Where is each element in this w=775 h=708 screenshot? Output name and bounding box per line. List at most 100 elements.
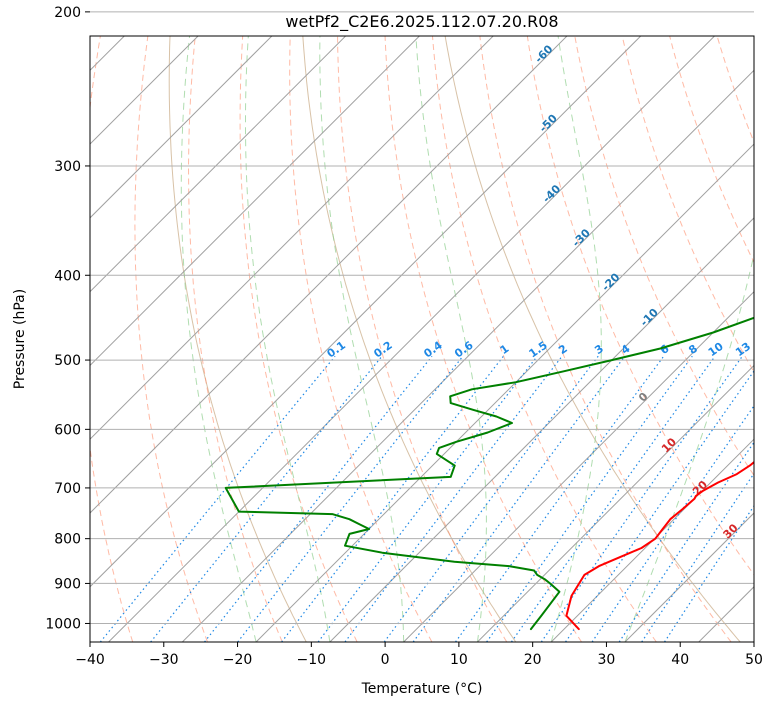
- mixing-ratio-line: [237, 355, 464, 642]
- plot-frame: [89, 35, 755, 643]
- isotherm-line: [550, 438, 754, 642]
- isotherm-label: -10: [638, 306, 661, 329]
- x-tick-label: 50: [745, 652, 763, 668]
- mixing-ratio-line: [281, 355, 504, 642]
- isotherm-label: -60: [532, 42, 555, 65]
- x-tick-label: 20: [524, 652, 542, 668]
- dry-adiabat: [479, 36, 732, 642]
- y-tick-label: 700: [54, 481, 81, 497]
- dry-adiabat: [574, 36, 754, 477]
- isotherm-label: -50: [537, 112, 560, 135]
- dry-adiabat: [187, 36, 283, 642]
- mixing-ratio-line: [99, 355, 336, 642]
- moist-adiabat: [624, 252, 754, 642]
- moist-adiabat: [415, 36, 487, 642]
- mixing-ratio-label: 2: [556, 342, 570, 357]
- theta-curve: [444, 36, 741, 642]
- mixing-ratio-label: 1.5: [526, 339, 549, 361]
- x-axis: −40 −30 −20 −10 0 10 20 30 40 50: [75, 642, 763, 668]
- mixing-ratio-label: 13: [733, 340, 753, 359]
- y-tick-label: 300: [54, 159, 81, 175]
- y-axis-title: Pressure (hPa): [12, 289, 28, 389]
- pressure-grid: [90, 11, 754, 624]
- x-tick-label: 30: [598, 652, 616, 668]
- mixing-ratio-line: [565, 369, 754, 642]
- dry-adiabat: [239, 36, 358, 642]
- theta-curve: [302, 36, 517, 642]
- y-tick-label: 900: [54, 576, 81, 592]
- isotherm-line: [329, 217, 754, 642]
- isotherm-line: [255, 143, 754, 642]
- dry-adiabat: [289, 36, 433, 642]
- mixing-ratio-line: [641, 472, 754, 642]
- isotherm-line: [0, 0, 191, 642]
- mixing-ratio-line: [664, 504, 754, 642]
- dry-adiabat: [431, 36, 657, 642]
- dry-adiabat: [134, 36, 208, 642]
- dewpoint-trace: [224, 316, 754, 631]
- x-tick-label: −20: [223, 652, 253, 668]
- dry-adiabat: [708, 0, 775, 642]
- sounding-traces: [224, 316, 754, 631]
- isotherm-line: [108, 36, 716, 642]
- mixing-ratio-label: 8: [686, 342, 700, 357]
- x-axis-title: Temperature (°C): [361, 681, 483, 697]
- isotherm-line: [90, 36, 494, 440]
- x-tick-label: −40: [75, 652, 105, 668]
- temperature-trace: [565, 460, 754, 631]
- isotherm-line: [403, 290, 754, 642]
- isotherm-line: [90, 36, 421, 367]
- mixing-ratio-line: [204, 355, 433, 642]
- theta-curve: [168, 36, 307, 642]
- mixing-ratio-label: 0.4: [421, 338, 445, 360]
- moist-adiabat: [180, 36, 257, 642]
- isotherm-line: [181, 69, 754, 642]
- x-tick-label: 40: [671, 652, 689, 668]
- mixing-ratio-line: [344, 355, 563, 642]
- mixing-ratio-label: 0.2: [371, 339, 394, 361]
- isotherm-line: [477, 364, 754, 642]
- y-axis: 1000900800700600500400300200100: [45, 5, 90, 632]
- isotherm-line: [90, 36, 642, 588]
- x-tick-label: 0: [381, 652, 390, 668]
- isotherm-label: 40: [753, 562, 773, 582]
- mixing-ratio-line: [412, 355, 626, 642]
- isotherm-label: -30: [570, 226, 593, 249]
- isotherm-line: [90, 36, 347, 293]
- mixing-ratio-label: 10: [706, 340, 726, 360]
- x-tick-label: −10: [297, 652, 327, 668]
- y-tick-label: 500: [54, 353, 81, 369]
- dry-adiabat: [526, 36, 754, 576]
- dry-adiabat: [716, 36, 754, 144]
- mixing-ratio-line: [486, 355, 693, 642]
- x-tick-label: −30: [149, 652, 179, 668]
- isotherm-line: [90, 36, 568, 514]
- mixing-ratio-line: [383, 355, 599, 642]
- isotherm-line: [0, 0, 264, 642]
- moist-adiabat: [245, 36, 331, 642]
- moist-adiabat: [319, 36, 405, 642]
- y-tick-label: 400: [54, 268, 81, 284]
- y-tick-label: 1000: [45, 616, 81, 632]
- mixing-ratio-label: 1: [498, 342, 512, 357]
- moist-adiabat: [550, 36, 602, 642]
- dry-adiabat: [337, 36, 508, 642]
- x-tick-label: 10: [450, 652, 468, 668]
- isotherm-line: [90, 36, 273, 219]
- chart-title: wetPf2_C2E6.2025.112.07.20.R08: [285, 12, 558, 32]
- dry-adiabat: [384, 36, 583, 642]
- dry-adiabat: [746, 0, 775, 642]
- y-tick-label: 800: [54, 532, 81, 548]
- mixing-ratio-label: 0.6: [452, 338, 476, 360]
- background-lines: [0, 0, 775, 642]
- isotherm-label: 10: [659, 435, 679, 455]
- dry-adiabat: [90, 36, 134, 642]
- isotherm-label: -20: [599, 270, 622, 293]
- y-tick-label: 600: [54, 422, 81, 438]
- mixing-ratio-line: [510, 355, 716, 642]
- y-tick-label: 200: [54, 5, 81, 21]
- mixing-ratio-label: 3: [592, 342, 606, 357]
- mixing-ratio-label: 0.1: [325, 339, 348, 361]
